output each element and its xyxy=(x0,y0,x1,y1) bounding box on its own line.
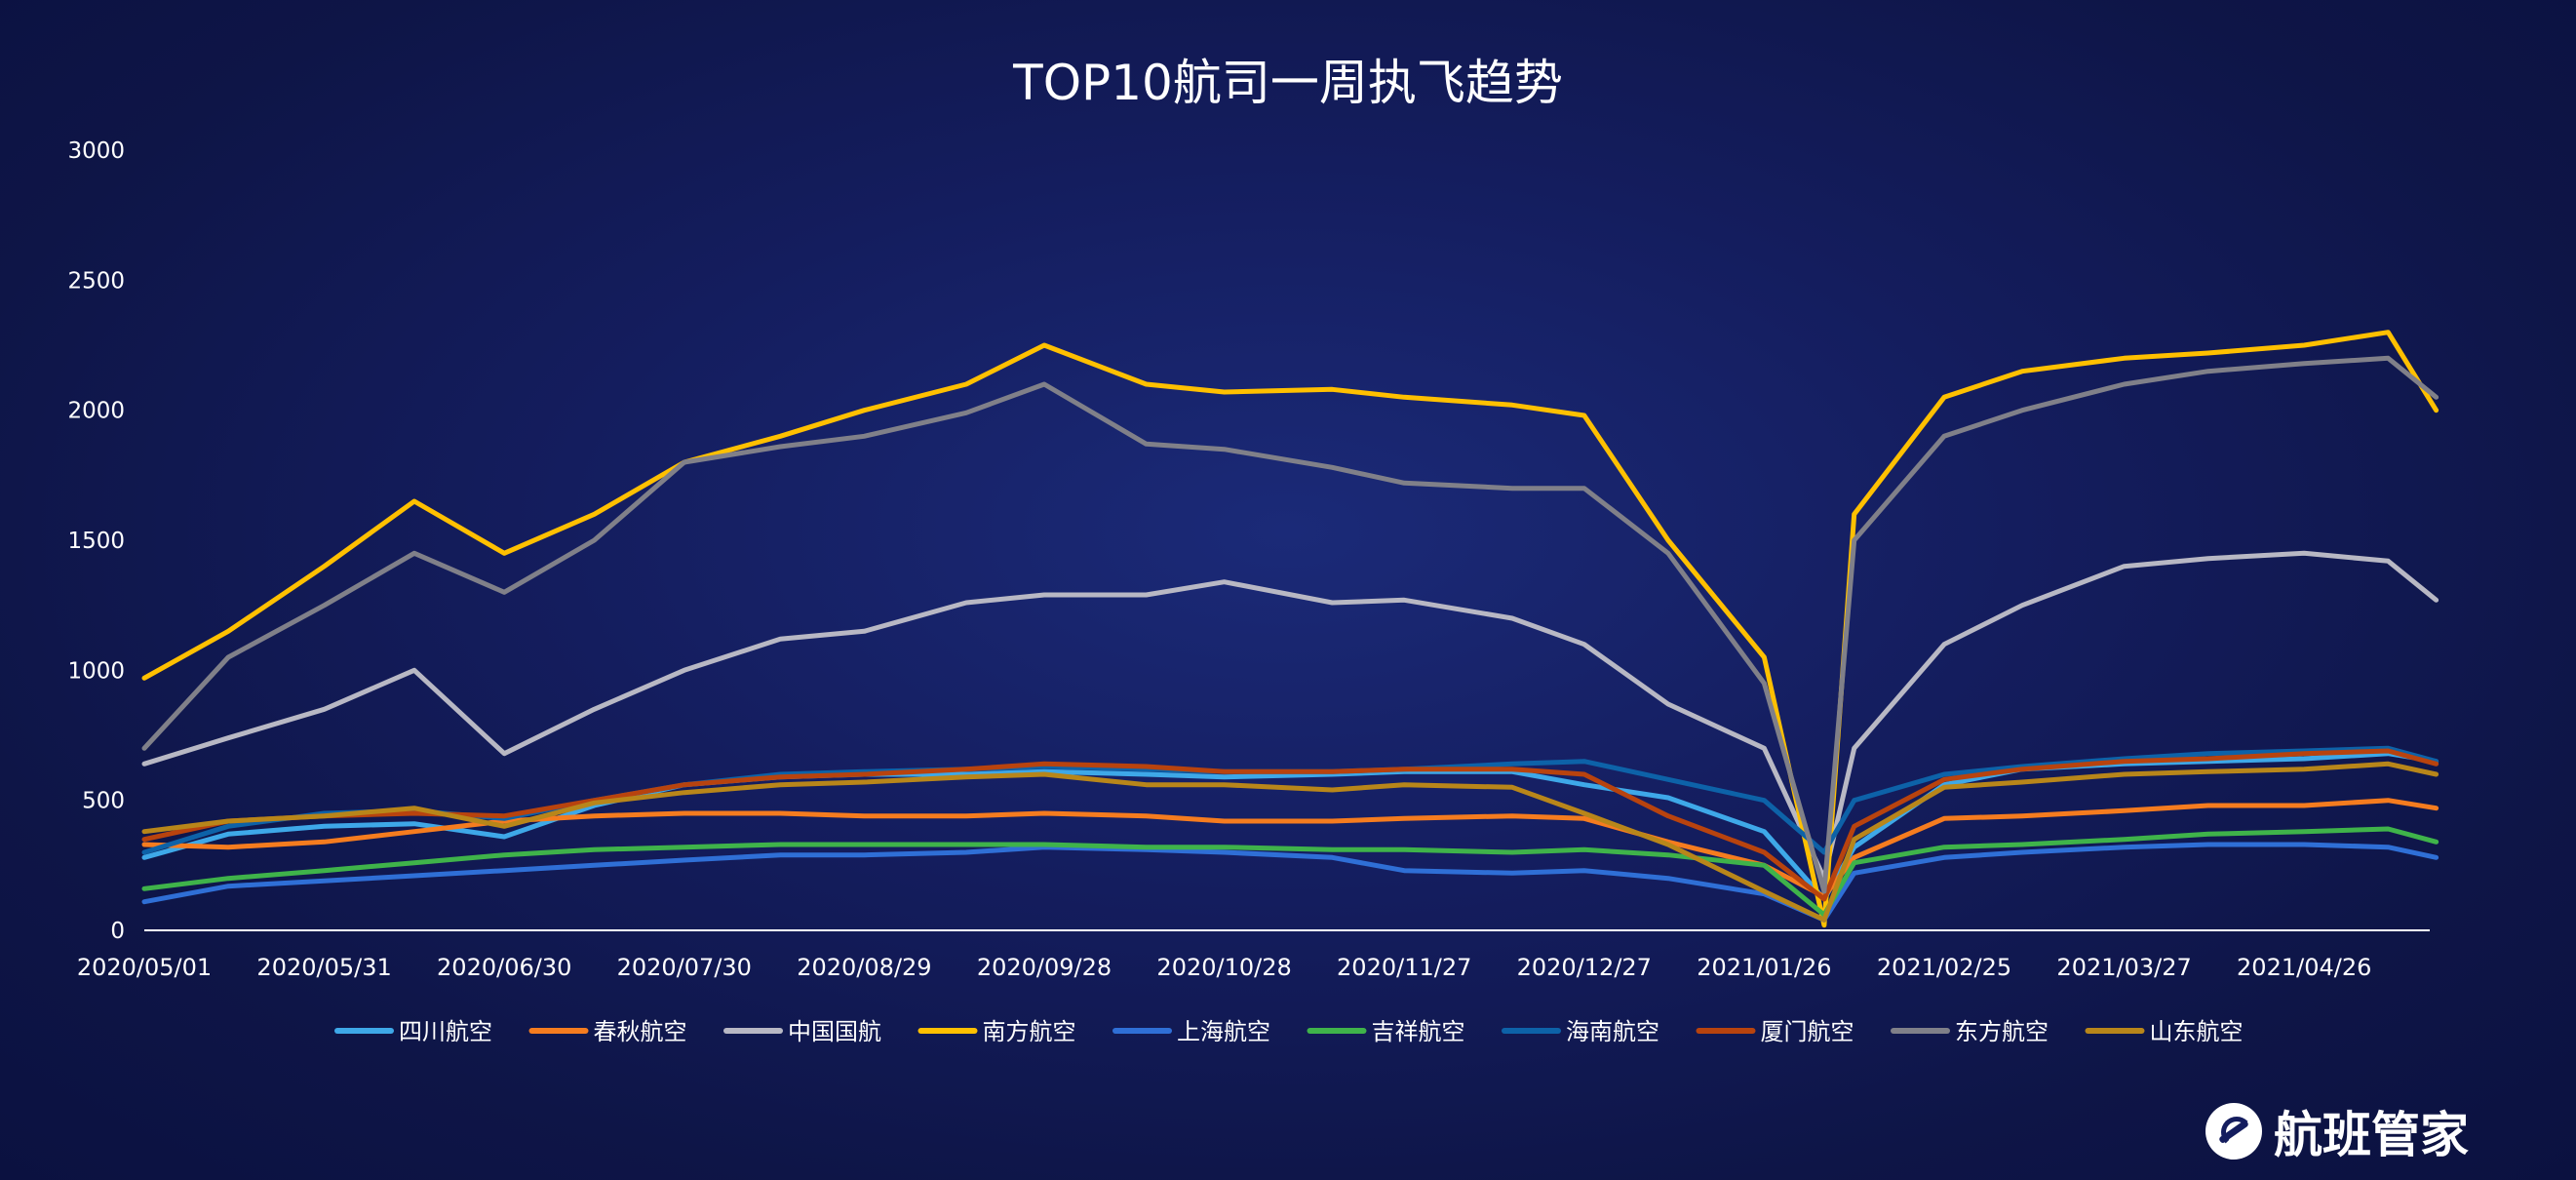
y-tick-label: 1000 xyxy=(67,658,125,684)
brand-logo: 航班管家 xyxy=(2205,1100,2469,1163)
legend-label: 上海航空 xyxy=(1177,1018,1270,1045)
x-tick-label: 2021/03/27 xyxy=(2056,954,2191,981)
chart-title: TOP10航司一周执飞趋势 xyxy=(1012,55,1563,111)
legend-label: 四川航空 xyxy=(399,1018,492,1045)
legend-label: 海南航空 xyxy=(1566,1018,1659,1045)
y-tick-label: 0 xyxy=(110,919,125,944)
x-tick-label: 2020/12/27 xyxy=(1517,954,1652,981)
legend-label: 南方航空 xyxy=(983,1018,1076,1045)
legend-label: 春秋航空 xyxy=(594,1018,687,1045)
legend-label: 东方航空 xyxy=(1955,1018,2049,1045)
legend-label: 吉祥航空 xyxy=(1372,1018,1465,1045)
y-tick-label: 500 xyxy=(82,789,125,814)
x-tick-label: 2020/11/27 xyxy=(1337,954,1471,981)
legend-label: 中国国航 xyxy=(788,1018,881,1045)
legend: 四川航空 春秋航空 中国国航 南方航空 上海航空 吉祥航空 海南航空 厦门航空 东方航空 山东航空 xyxy=(334,1018,2244,1045)
series-line-6 xyxy=(141,826,2439,918)
x-tick-label: 2021/04/26 xyxy=(2237,954,2371,981)
brand-name: 航班管家 xyxy=(2274,1107,2469,1163)
y-tick-label: 2500 xyxy=(67,268,125,294)
series-line-9 xyxy=(141,355,2439,894)
x-tick-label: 2021/01/26 xyxy=(1697,954,1831,981)
series-line-8 xyxy=(141,748,2439,902)
series-line-3 xyxy=(141,550,2439,882)
x-tick-label: 2020/08/29 xyxy=(797,954,931,981)
x-tick-label: 2020/09/28 xyxy=(977,954,1112,981)
series-line-4 xyxy=(141,330,2439,928)
x-tick-label: 2020/05/01 xyxy=(77,954,212,981)
airplane-logo-icon xyxy=(2205,1103,2262,1160)
x-axis: 2020/05/01 2020/05/31 2020/06/30 2020/07/30… xyxy=(77,954,2372,981)
series-lines xyxy=(141,330,2439,928)
y-tick-label: 3000 xyxy=(67,138,125,164)
x-tick-label: 2020/05/31 xyxy=(256,954,391,981)
legend-label: 厦门航空 xyxy=(1761,1018,1854,1045)
y-tick-label: 2000 xyxy=(67,399,125,424)
x-tick-label: 2020/06/30 xyxy=(437,954,571,981)
series-line-10 xyxy=(141,761,2439,923)
series-line-2 xyxy=(141,798,2439,899)
x-tick-label: 2020/07/30 xyxy=(617,954,752,981)
x-tick-label: 2021/02/25 xyxy=(1877,954,2011,981)
series-line-5 xyxy=(141,842,2439,923)
x-tick-label: 2020/10/28 xyxy=(1156,954,1291,981)
legend-label: 山东航空 xyxy=(2150,1018,2244,1045)
y-axis: 0 500 1000 1500 2000 2500 3000 xyxy=(67,138,125,944)
y-tick-label: 1500 xyxy=(67,529,125,554)
